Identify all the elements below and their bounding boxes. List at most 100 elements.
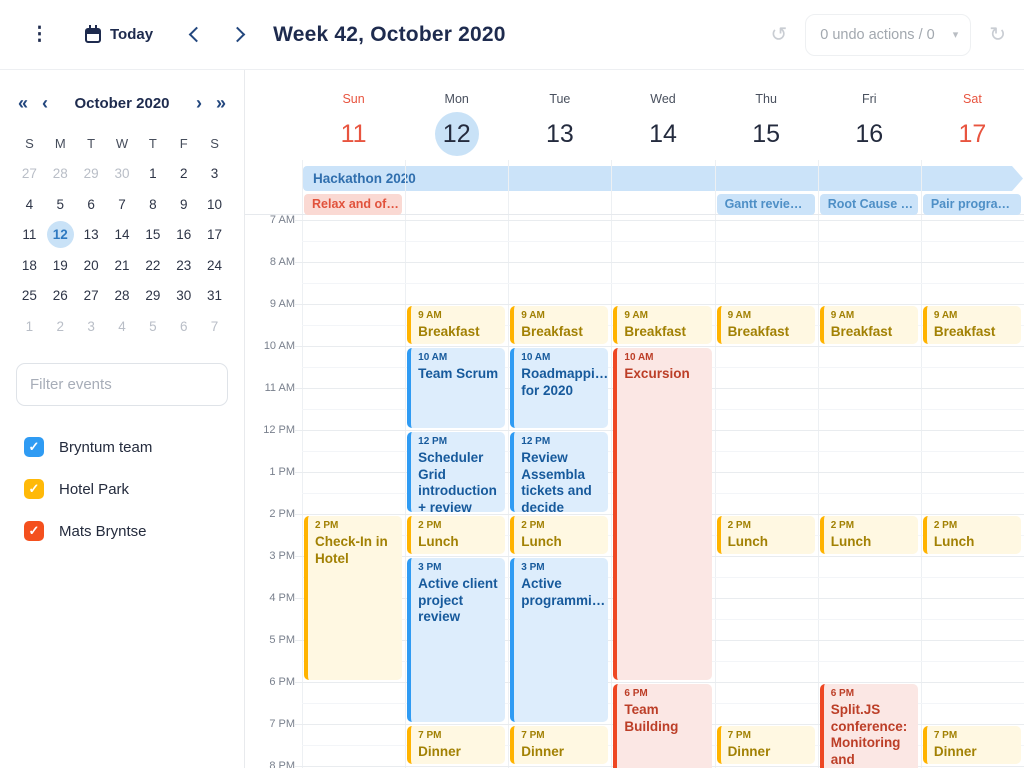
minical-day-cell[interactable]: 31 [207, 288, 223, 303]
allday-event[interactable]: Gantt revie… [716, 194, 815, 215]
hour-line [295, 262, 1024, 263]
event-lunch[interactable]: 2 PM Lunch [922, 516, 1021, 554]
event-breakfast[interactable]: 9 AM Breakfast [613, 306, 712, 344]
minical-day-cell[interactable]: 3 [210, 166, 219, 181]
redo-icon[interactable]: ↻ [989, 24, 1006, 46]
event-roadmappi-for-2020[interactable]: 10 AM Roadmappi… for 2020 [510, 348, 609, 428]
minical-day-cell[interactable]: 11 [22, 227, 37, 242]
today-button[interactable]: Today [85, 25, 153, 43]
minical-day-cell[interactable]: 8 [149, 196, 157, 212]
minical-day-cell[interactable]: 3 [87, 318, 95, 334]
minical-day-cell[interactable]: 30 [176, 288, 192, 303]
minical-next-month-icon[interactable]: › [195, 93, 202, 113]
allday-event[interactable]: Root Cause … [819, 194, 918, 215]
minical-next-year-icon[interactable]: » [215, 93, 226, 113]
minical-day-cell[interactable]: 20 [83, 257, 99, 273]
resource-row[interactable]: ✓ Bryntum team [24, 426, 244, 468]
filter-events-input[interactable] [16, 363, 228, 406]
minical-day-cell[interactable]: 24 [207, 257, 223, 273]
minical-day-cell[interactable]: 4 [118, 318, 126, 334]
resource-row[interactable]: ✓ Hotel Park [24, 468, 244, 510]
event-active-client-project-review[interactable]: 3 PM Active client project review [407, 558, 506, 722]
day-header-sat[interactable]: Sat 17 [921, 70, 1024, 160]
minical-day-cell[interactable]: 7 [118, 196, 126, 212]
minical-day-cell[interactable]: 27 [21, 166, 37, 181]
event-excursion[interactable]: 10 AM Excursion [613, 348, 712, 680]
event-review-assembla-tickets-and-decide[interactable]: 12 PM Review Assembla tickets and decide [510, 432, 609, 512]
minical-day-cell[interactable]: 21 [114, 257, 130, 273]
event-dinner[interactable]: 7 PM Dinner [716, 726, 815, 764]
event-breakfast[interactable]: 9 AM Breakfast [407, 306, 506, 344]
minical-day-cell[interactable]: 1 [149, 166, 157, 181]
day-header-thu[interactable]: Thu 15 [715, 70, 818, 160]
undo-icon[interactable]: ↺ [770, 24, 788, 46]
previous-week-button[interactable] [188, 26, 205, 43]
minical-day-cell[interactable]: 6 [179, 318, 188, 334]
minical-day-cell[interactable]: 28 [52, 166, 68, 181]
resource-checkbox[interactable]: ✓ [24, 521, 44, 541]
event-lunch[interactable]: 2 PM Lunch [716, 516, 815, 554]
event-lunch[interactable]: 2 PM Lunch [407, 516, 506, 554]
resource-checkbox[interactable]: ✓ [24, 479, 44, 499]
minical-prev-month-icon[interactable]: ‹ [42, 93, 49, 113]
minical-day-cell[interactable]: 30 [114, 166, 130, 181]
minical-day-cell[interactable]: 19 [52, 257, 68, 273]
minical-day-cell[interactable]: 27 [83, 288, 99, 303]
day-header-sun[interactable]: Sun 11 [302, 70, 405, 160]
event-team-building[interactable]: 6 PM Team Building [613, 684, 712, 768]
minical-day-cell[interactable]: 5 [149, 318, 157, 334]
minical-day-cell[interactable]: 15 [145, 227, 161, 242]
allday-event[interactable]: Pair progra… [922, 194, 1021, 215]
event-active-programmi[interactable]: 3 PM Active programmi… [510, 558, 609, 722]
event-dinner[interactable]: 7 PM Dinner [922, 726, 1021, 764]
event-split-js-conference-monitoring-and-reproducing[interactable]: 6 PM Split.JS conference: Monitoring and … [819, 684, 918, 768]
day-header-mon[interactable]: Mon 12 [405, 70, 508, 160]
day-header-wed[interactable]: Wed 14 [611, 70, 714, 160]
menu-kebab-icon[interactable]: ⋮ [30, 24, 49, 45]
minical-day-cell[interactable]: 18 [21, 257, 37, 273]
minical-day-cell[interactable]: 26 [52, 288, 68, 303]
minical-day-cell[interactable]: 23 [176, 257, 192, 273]
event-check-in-in-hotel[interactable]: 2 PM Check-In in Hotel [304, 516, 403, 680]
event-breakfast[interactable]: 9 AM Breakfast [510, 306, 609, 344]
next-week-button[interactable] [229, 26, 246, 43]
allday-event-hackathon[interactable]: Hackathon 2020 [303, 166, 1023, 191]
minical-day-cell[interactable]: 17 [207, 227, 223, 242]
event-breakfast[interactable]: 9 AM Breakfast [716, 306, 815, 344]
event-dinner[interactable]: 7 PM Dinner [407, 726, 506, 764]
event-breakfast[interactable]: 9 AM Breakfast [819, 306, 918, 344]
minical-day-cell[interactable]: 13 [83, 227, 99, 242]
undo-actions-dropdown[interactable]: 0 undo actions / 0 ▾ [805, 13, 972, 56]
event-team-scrum[interactable]: 10 AM Team Scrum [407, 348, 506, 428]
minical-day-cell[interactable]: 29 [145, 288, 161, 303]
minical-day-cell[interactable]: 22 [145, 257, 161, 273]
minical-day-cell[interactable]: 7 [210, 318, 219, 334]
minical-day-cell[interactable]: 2 [56, 318, 65, 334]
minical-day-cell[interactable]: 25 [21, 288, 37, 303]
minical-day-cell[interactable]: 6 [87, 196, 95, 212]
event-breakfast[interactable]: 9 AM Breakfast [922, 306, 1021, 344]
minical-prev-year-icon[interactable]: « [18, 93, 29, 113]
event-title: Lunch [830, 534, 872, 550]
resource-row[interactable]: ✓ Mats Bryntse [24, 510, 244, 552]
minical-day-cell[interactable]: 5 [56, 196, 65, 212]
minical-day-cell[interactable]: 9 [179, 196, 188, 212]
day-header-tue[interactable]: Tue 13 [508, 70, 611, 160]
minical-day-cell[interactable]: 29 [83, 166, 99, 181]
minical-day-cell[interactable]: 14 [114, 227, 130, 242]
minical-day-cell[interactable]: 2 [179, 166, 188, 181]
event-scheduler-grid-introduction-review[interactable]: 12 PM Scheduler Grid introduction + revie… [407, 432, 506, 512]
event-time: 2 PM [830, 520, 855, 531]
event-lunch[interactable]: 2 PM Lunch [510, 516, 609, 554]
minical-day-cell[interactable]: 4 [25, 196, 34, 212]
minical-day-cell[interactable]: 28 [114, 288, 130, 303]
event-dinner[interactable]: 7 PM Dinner [510, 726, 609, 764]
event-lunch[interactable]: 2 PM Lunch [819, 516, 918, 554]
resource-checkbox[interactable]: ✓ [24, 437, 44, 457]
minical-day-cell[interactable]: 10 [207, 196, 223, 212]
minical-day-cell[interactable]: 1 [25, 318, 34, 334]
minical-day-cell[interactable]: 16 [176, 227, 192, 242]
day-header-fri[interactable]: Fri 16 [818, 70, 921, 160]
minical-day-cell[interactable]: 12 [45, 219, 76, 250]
allday-event[interactable]: Relax and of… [304, 194, 403, 215]
